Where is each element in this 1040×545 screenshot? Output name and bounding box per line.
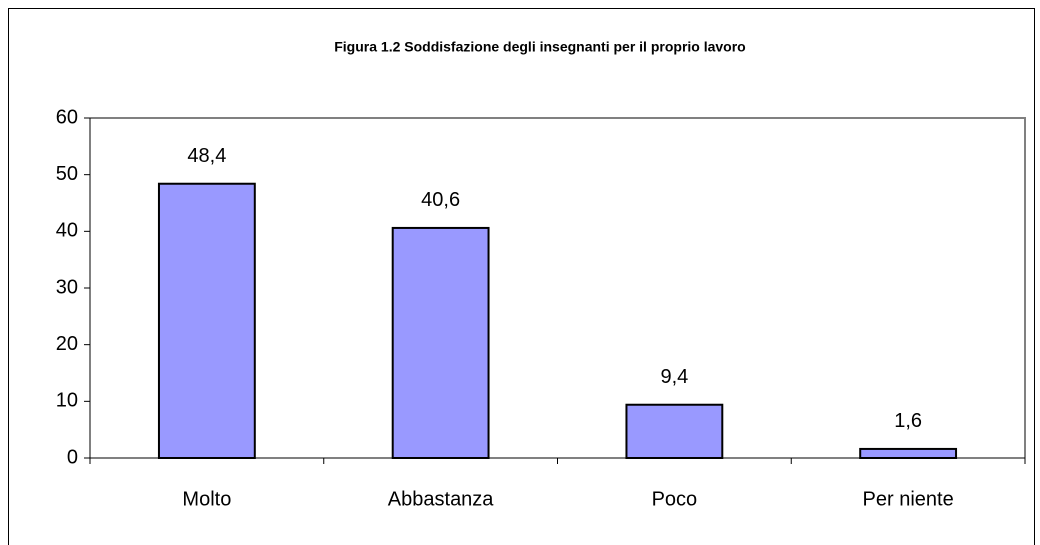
y-tick-label: 60 (56, 106, 78, 128)
value-label: 48,4 (187, 145, 226, 167)
x-tick-label: Abbastanza (388, 488, 495, 510)
bar (391, 226, 490, 459)
value-label: 1,6 (894, 410, 922, 432)
value-label: 9,4 (660, 366, 688, 388)
y-tick-label: 40 (56, 220, 78, 242)
y-tick-label: 20 (56, 333, 78, 355)
bar (625, 403, 724, 460)
y-tick-label: 30 (56, 276, 78, 298)
plot-border (90, 117, 1026, 458)
y-tick-label: 50 (56, 163, 78, 185)
y-tick-label: 10 (56, 390, 78, 412)
bar (859, 447, 958, 459)
x-tick-label: Per niente (863, 488, 954, 510)
y-tick-label: 0 (67, 446, 78, 468)
bar (157, 182, 256, 459)
chart-title: Figura 1.2 Soddisfazione degli insegnant… (334, 39, 746, 55)
value-label: 40,6 (421, 189, 460, 211)
x-tick-label: Molto (182, 488, 231, 510)
x-tick-label: Poco (652, 488, 698, 510)
